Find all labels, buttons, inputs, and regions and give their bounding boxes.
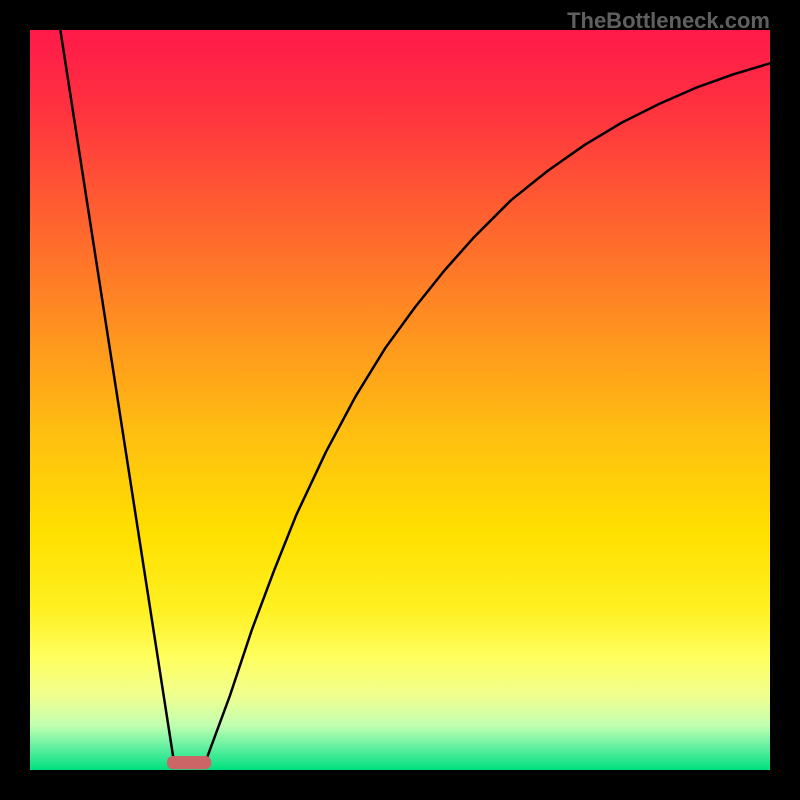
gradient-background [30,30,770,770]
chart-container: TheBottleneck.com [0,0,800,800]
optimal-point-marker [167,756,211,769]
bottleneck-chart [30,30,770,770]
